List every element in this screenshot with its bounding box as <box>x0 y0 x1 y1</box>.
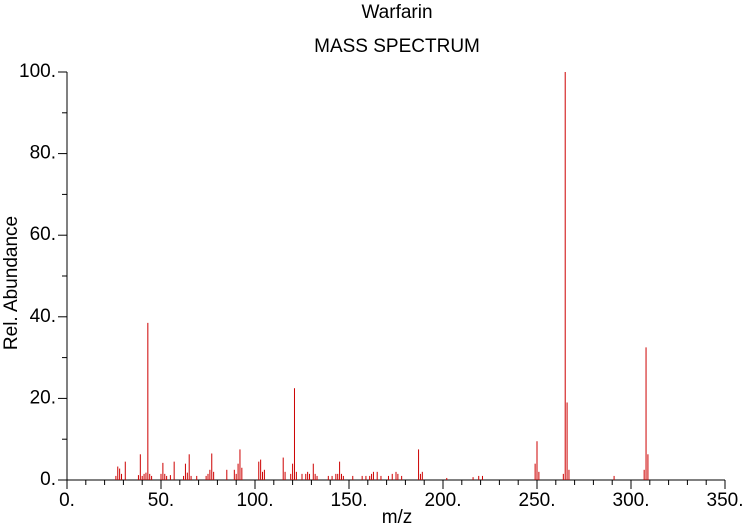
y-axis-label: Rel. Abundance <box>1 216 22 350</box>
x-tick-label: 50. <box>148 490 174 511</box>
x-tick-label: 100. <box>237 490 274 511</box>
x-tick-label: 250. <box>519 490 556 511</box>
x-tick-label: 300. <box>613 490 650 511</box>
x-tick-label: 350. <box>707 490 744 511</box>
y-tick-label: 0. <box>40 469 56 490</box>
chart-subtitle: MASS SPECTRUM <box>314 36 480 57</box>
x-tick-label: 0. <box>59 490 75 511</box>
y-tick-label: 80. <box>30 143 56 164</box>
y-tick-label: 100. <box>19 61 56 82</box>
x-axis-label: m/z <box>382 507 413 527</box>
y-tick-label: 60. <box>30 224 56 245</box>
x-tick-label: 150. <box>331 490 368 511</box>
chart-title: Warfarin <box>361 2 432 23</box>
y-tick-label: 20. <box>30 387 56 408</box>
x-tick-label: 200. <box>425 490 462 511</box>
y-tick-label: 40. <box>30 306 56 327</box>
